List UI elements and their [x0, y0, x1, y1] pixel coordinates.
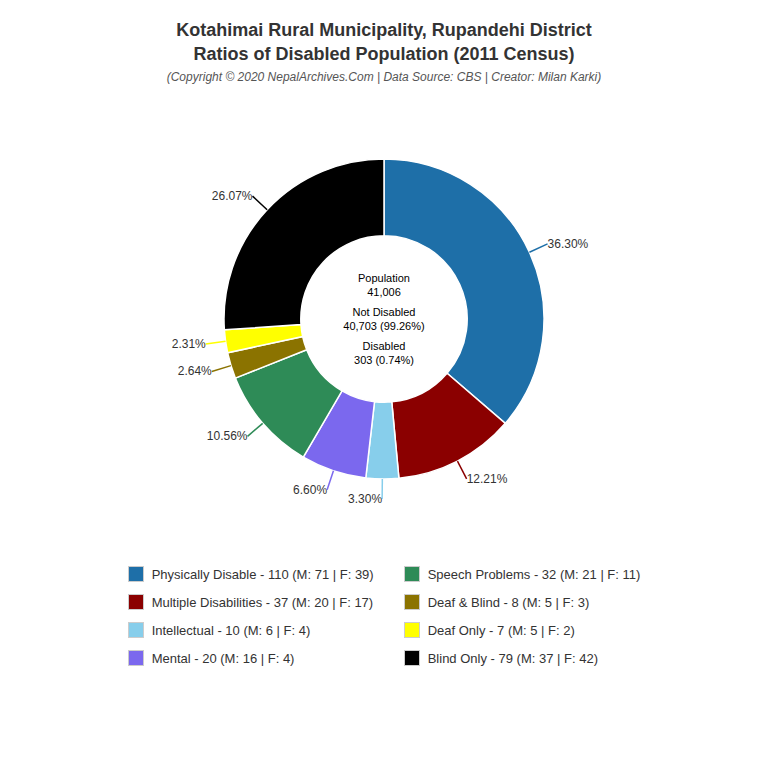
html-text:Intellectual - 10 (M: 6 | F: 4: Intellectual - 10 (M: 6 | F: 4) — [151, 622, 311, 638]
html-text:Disabled: Disabled — [362, 340, 406, 352]
svg-text:2.64%: 2.64% — [178, 364, 212, 378]
html-text:40,703 (99.26%): 40,703 (99.26%) — [343, 320, 425, 332]
svg-text:12.21%: 12.21% — [467, 472, 508, 486]
svg-text:26.07%: 26.07% — [212, 189, 253, 203]
html-text:Deaf Only - 7 (M: 5 | F: 2): Deaf Only - 7 (M: 5 | F: 2) — [427, 622, 575, 638]
html-text:Physically Disable - 110 (M: 7: Physically Disable - 110 (M: 71 | F: 39) — [151, 566, 374, 582]
html-text:(Copyright © 2020 NepalArchive: (Copyright © 2020 NepalArchives.Com | Da… — [166, 70, 602, 84]
html-text:303 (0.74%): 303 (0.74%) — [354, 354, 414, 366]
svg-text:10.56%: 10.56% — [207, 429, 248, 443]
html-text:Speech Problems - 32 (M: 21 |: Speech Problems - 32 (M: 21 | F: 11) — [427, 566, 641, 582]
html-text:Ratios of Disabled Population: Ratios of Disabled Population (2011 Cens… — [193, 44, 575, 64]
html-text:Not Disabled: Not Disabled — [352, 306, 416, 318]
html-text:Kotahimai Rural Municipality,: Kotahimai Rural Municipality, Rupandehi … — [176, 20, 592, 40]
svg-text:3.30%: 3.30% — [348, 492, 382, 506]
svg-text:36.30%: 36.30% — [548, 237, 589, 251]
html-text:Mental - 20 (M: 16 | F: 4): Mental - 20 (M: 16 | F: 4) — [151, 650, 295, 666]
html-text:Deaf & Blind - 8 (M: 5 | F: 3): Deaf & Blind - 8 (M: 5 | F: 3) — [427, 594, 590, 610]
html-text:Blind Only - 79 (M: 37 | F: 42: Blind Only - 79 (M: 37 | F: 42) — [427, 650, 598, 666]
html-text:Multiple Disabilities - 37 (M:: Multiple Disabilities - 37 (M: 20 | F: 1… — [151, 594, 374, 610]
html-text:Population: Population — [358, 272, 410, 284]
svg-text:2.31%: 2.31% — [172, 337, 206, 351]
svg-text:6.60%: 6.60% — [293, 483, 327, 497]
html-text:41,006: 41,006 — [367, 286, 401, 298]
